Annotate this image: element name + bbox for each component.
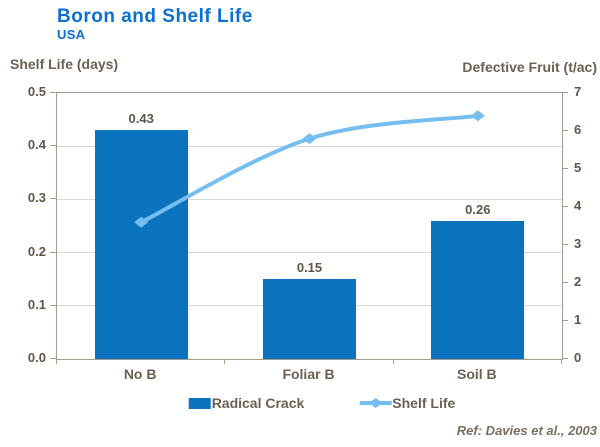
line-marker-icon [359, 398, 392, 408]
gridline [57, 145, 562, 147]
plot-area: 0.43 0.15 0.26 [56, 92, 563, 360]
left-axis-tick-label: 0.5 [27, 84, 46, 99]
left-axis-tick [50, 92, 56, 93]
line-marker [134, 216, 149, 228]
legend-item-shelf-life: Shelf Life [358, 395, 455, 411]
left-axis-tick-label: 0.2 [27, 243, 46, 259]
bar-value-label: 0.43 [128, 111, 154, 127]
left-axis-tick-label: 0.4 [27, 137, 46, 153]
right-axis-tick [562, 282, 568, 283]
bar-value-label: 0.26 [465, 201, 491, 217]
bar-foliar-b [263, 279, 356, 359]
bar-value-label: 0.15 [296, 260, 323, 276]
bar-soil-b [431, 220, 525, 359]
right-axis-tick-label: 0 [574, 350, 582, 365]
bottom-axis-tick [561, 359, 562, 364]
right-axis-tick-label: 1 [574, 312, 582, 327]
left-axis-tick [50, 145, 56, 147]
right-axis-title: Defective Fruit (t/ac) [462, 59, 597, 75]
legend-label: Shelf Life [392, 395, 456, 411]
bottom-axis-tick [224, 359, 226, 364]
bottom-axis-tick [56, 359, 57, 364]
gridline [57, 252, 562, 254]
left-axis-tick [50, 304, 56, 306]
left-axis-tick-label: 0.3 [27, 190, 46, 206]
right-axis-tick [562, 168, 568, 169]
left-axis-tick-label: 0.0 [27, 350, 46, 365]
bar-swatch-icon [188, 397, 211, 409]
right-axis-tick [562, 130, 568, 131]
right-axis-tick [562, 244, 568, 245]
left-axis-tick [50, 251, 56, 253]
shelf-life-line [134, 110, 485, 228]
right-axis-tick-label: 4 [574, 198, 582, 213]
right-axis-tick-label: 2 [574, 274, 582, 289]
left-axis-tick [50, 198, 56, 200]
legend-label: Radical Crack [211, 395, 305, 411]
right-axis-tick-label: 6 [574, 122, 582, 137]
line-marker [470, 110, 485, 122]
bottom-axis-tick [392, 359, 394, 364]
left-axis-tick [50, 358, 56, 359]
chart-subtitle: USA [57, 27, 86, 42]
legend-item-radical-crack: Radical Crack [188, 395, 305, 411]
reference-text: Ref: Davies et al., 2003 [456, 423, 597, 438]
right-axis-tick [562, 320, 568, 321]
left-axis-tick-label: 0.1 [27, 296, 46, 312]
right-axis-tick [562, 206, 568, 207]
category-label: No B [123, 366, 157, 382]
legend: Radical Crack Shelf Life [188, 395, 455, 411]
line-marker [302, 133, 317, 145]
right-axis-tick-label: 3 [574, 236, 582, 251]
right-axis-tick [562, 358, 568, 359]
gridline [57, 198, 562, 200]
category-label: Soil B [456, 366, 497, 382]
chart-title: Boron and Shelf Life [57, 6, 253, 27]
bar-no-b [94, 130, 188, 359]
right-axis-tick [562, 92, 568, 93]
right-axis-tick-label: 5 [574, 160, 582, 175]
category-label: Foliar B [282, 366, 335, 382]
left-axis-title: Shelf Life (days) [10, 56, 119, 72]
right-axis-tick-label: 7 [574, 84, 582, 99]
